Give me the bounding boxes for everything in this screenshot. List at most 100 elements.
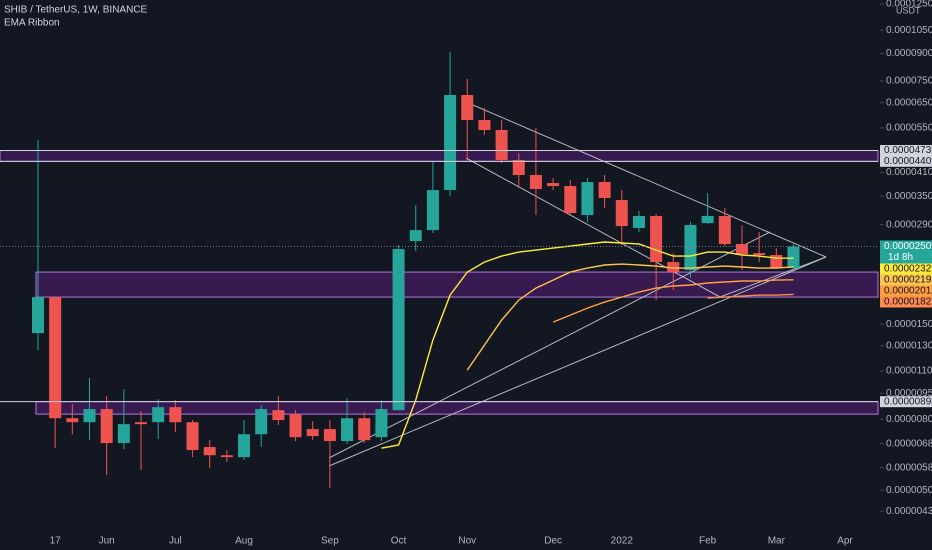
candle-body (684, 225, 697, 271)
ema-badge (880, 296, 932, 308)
indicator-name: EMA Ribbon (4, 18, 60, 29)
candle-body (718, 216, 731, 245)
level-badge (880, 155, 932, 167)
plot (0, 52, 878, 489)
candle-body (564, 186, 577, 214)
candle-body (753, 253, 766, 256)
candle-body (632, 216, 645, 229)
level-label: 0.00004409 (884, 156, 932, 167)
candle-body (615, 200, 628, 227)
x-tick-label: Jul (169, 536, 182, 547)
candle-body (220, 455, 233, 458)
candle-body (529, 175, 542, 190)
candle-body (358, 418, 371, 441)
candle-body (701, 216, 714, 224)
trend-line (328, 231, 771, 459)
candle-body (735, 244, 748, 255)
level-label: 0.00004736 (884, 145, 932, 156)
candle-body (341, 418, 354, 442)
x-tick-label: Sep (321, 536, 339, 547)
trend-line (719, 256, 827, 298)
x-tick-label: Mar (768, 536, 786, 547)
candle-body (392, 249, 405, 411)
candle-body (100, 409, 113, 444)
candle-body (272, 410, 285, 421)
trend-lines (328, 101, 827, 467)
candle-body (512, 160, 525, 176)
candle-body (547, 183, 560, 187)
zone (0, 150, 879, 162)
candle-body (461, 95, 474, 121)
candle-body (323, 429, 336, 442)
x-tick-label: Nov (458, 536, 476, 547)
candle-body (186, 422, 199, 451)
candle-body (478, 120, 491, 131)
candle-body (49, 297, 62, 419)
x-tick-label: 17 (50, 536, 62, 547)
x-tick-label: Apr (837, 536, 853, 547)
ema-label: 0.00002193 (884, 275, 932, 286)
price-label: 0.00002509 (884, 241, 932, 252)
ema-badge (880, 274, 932, 286)
y-tick-label: 0.00000435 (886, 506, 932, 517)
ema-line (381, 241, 794, 449)
trend-line (465, 101, 827, 258)
x-tick-label: Dec (544, 536, 562, 547)
ema-line (466, 263, 794, 371)
candle-body (426, 190, 439, 231)
candle-body (152, 407, 165, 423)
ema-label: 0.00002322 (884, 264, 932, 275)
candle-body (238, 434, 251, 458)
trend-line (465, 157, 721, 298)
candle-body (409, 230, 422, 242)
candle-body (667, 262, 680, 273)
ema-line (552, 279, 794, 323)
price-badge (880, 240, 932, 264)
ema-label: 0.00001827 (884, 297, 932, 308)
candle-body (289, 414, 302, 438)
candle-body (66, 418, 79, 423)
candle-body (169, 407, 182, 423)
candle-body (306, 429, 319, 437)
x-tick-label: Feb (699, 536, 717, 547)
price-countdown: 1d 8h (888, 252, 913, 263)
ema-badge (880, 285, 932, 297)
ema-badge (880, 263, 932, 275)
level-label: 0.00000898 (884, 396, 932, 407)
chart-title: SHIB / TetherUS, 1W, BINANCE (4, 5, 148, 16)
trend-line (328, 256, 827, 467)
candle-body (135, 422, 148, 425)
candle-body (32, 297, 44, 334)
ema-line (707, 293, 794, 299)
candle-body (650, 216, 663, 263)
candle-body (375, 409, 388, 438)
candle-body (255, 409, 268, 435)
currency-label: USDT (896, 5, 921, 15)
ema-label: 0.00002012 (884, 286, 932, 297)
x-tick-label: Oct (391, 536, 407, 547)
candle-body (444, 95, 457, 191)
level-badge (880, 396, 932, 408)
candle-body (598, 182, 611, 199)
zone (35, 271, 879, 298)
x-tick-label: Aug (235, 536, 253, 547)
